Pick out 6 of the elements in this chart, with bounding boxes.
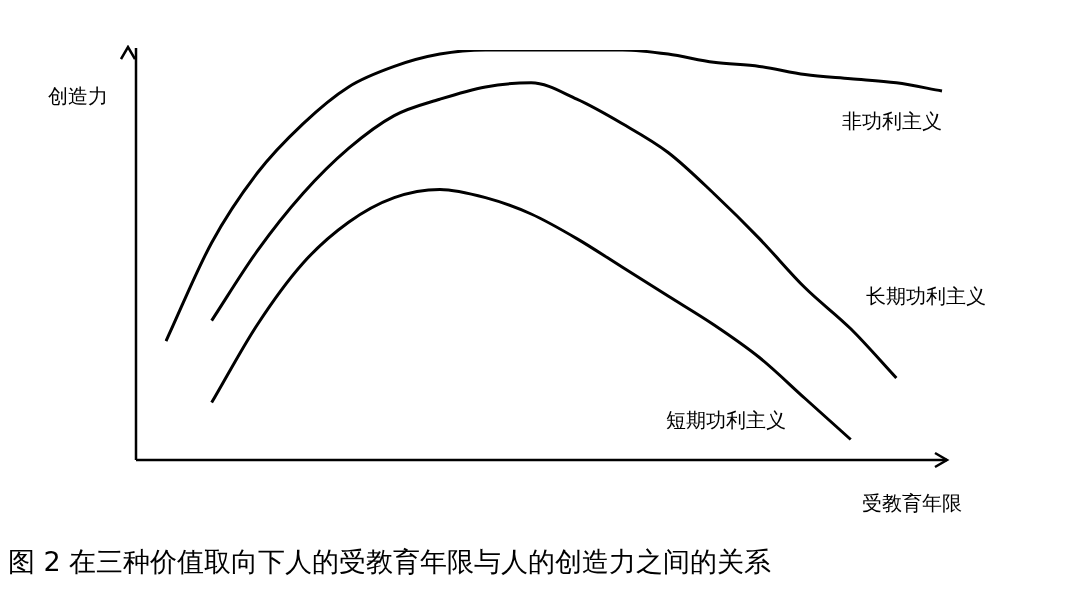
text: 图 2 在三种价值取向下人的受教育年限与人的创造力之间的关系 — [8, 545, 773, 579]
y-axis-title: 创造力 — [48, 84, 108, 109]
x-axis-title: 受教育年限 — [862, 491, 962, 516]
series-label: 长期功利主义 — [866, 284, 987, 309]
series-label: 非功利主义 — [842, 109, 942, 134]
series-label: 短期功利主义 — [665, 407, 786, 432]
